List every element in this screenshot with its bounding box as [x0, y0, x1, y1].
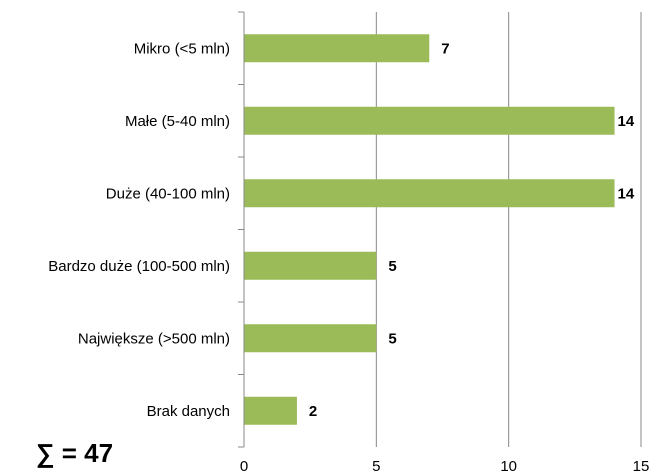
gridlines [375, 12, 642, 447]
x-tick-labels: 0 5 10 15 [240, 458, 650, 475]
data-label: 14 [618, 113, 635, 130]
bar [244, 396, 297, 425]
category-label: Brak danych [147, 403, 230, 420]
axes [238, 11, 245, 448]
category-label: Duże (40-100 mln) [106, 185, 230, 202]
bar [244, 251, 377, 280]
x-tick-label: 0 [240, 458, 248, 475]
bar [244, 34, 430, 63]
data-labels: 7 14 14 5 5 2 [309, 40, 635, 420]
bars [244, 34, 615, 425]
data-label: 7 [441, 40, 449, 57]
category-label: Największe (>500 mln) [78, 330, 230, 347]
data-label: 5 [388, 330, 396, 347]
category-label: Małe (5-40 mln) [125, 113, 230, 130]
x-tick-label: 15 [633, 458, 650, 475]
x-tick-label: 5 [372, 458, 380, 475]
category-labels: Mikro (<5 mln) Małe (5-40 mln) Duże (40-10… [48, 40, 230, 420]
category-label: Mikro (<5 mln) [134, 40, 230, 57]
data-label: 2 [309, 403, 317, 420]
bar [244, 179, 615, 208]
total-sum-label: ∑ = 47 [36, 438, 114, 468]
data-label: 14 [618, 185, 635, 202]
data-label: 5 [388, 258, 396, 275]
bar [244, 106, 615, 135]
x-tick-label: 10 [500, 458, 517, 475]
category-label: Bardzo duże (100-500 mln) [48, 258, 230, 275]
bar [244, 324, 377, 353]
